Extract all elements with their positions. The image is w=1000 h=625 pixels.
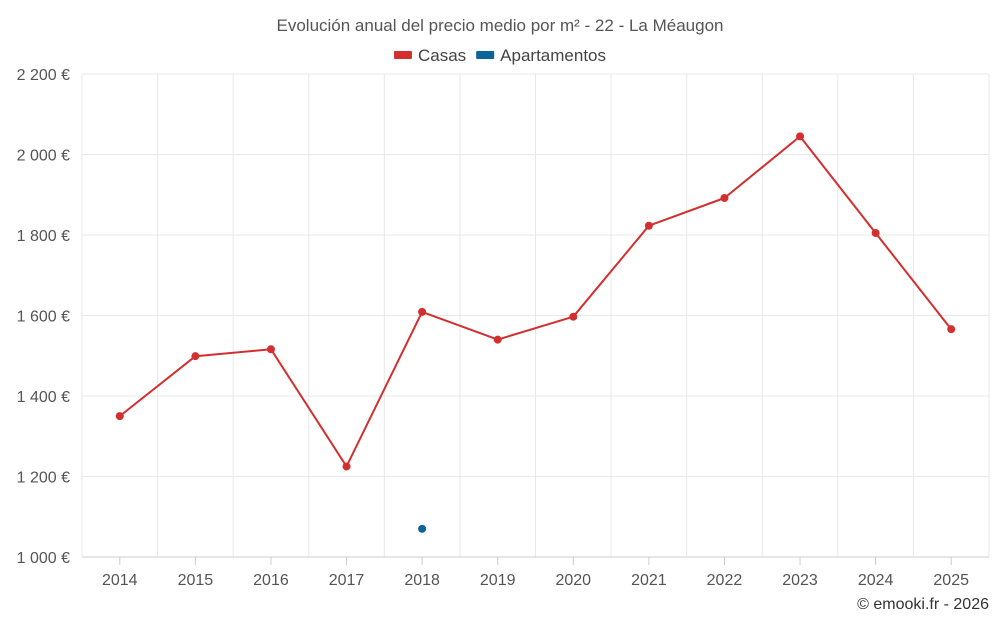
y-tick-label: 2 200 € bbox=[17, 67, 70, 84]
series-line-casas bbox=[119, 135, 952, 468]
legend-item-apartamentos[interactable]: Apartamentos bbox=[476, 46, 606, 65]
legend-label: Apartamentos bbox=[500, 46, 606, 65]
x-tick-label: 2019 bbox=[480, 572, 516, 589]
y-tick-label: 1 000 € bbox=[17, 550, 70, 567]
data-point-casas[interactable] bbox=[115, 412, 124, 421]
data-point-casas[interactable] bbox=[796, 132, 805, 141]
x-tick-label: 2022 bbox=[707, 572, 743, 589]
data-point-casas[interactable] bbox=[871, 228, 880, 237]
y-tick-label: 1 200 € bbox=[17, 470, 70, 487]
data-point-casas[interactable] bbox=[342, 462, 351, 471]
x-tick-label: 2016 bbox=[253, 572, 289, 589]
data-point-casas[interactable] bbox=[266, 345, 275, 354]
data-point-casas[interactable] bbox=[493, 335, 502, 344]
legend-swatch bbox=[393, 51, 412, 59]
data-point-casas[interactable] bbox=[569, 312, 578, 321]
y-tick-label: 2 000 € bbox=[17, 148, 70, 165]
legend-item-casas[interactable]: Casas bbox=[393, 46, 466, 65]
x-tick-label: 2023 bbox=[782, 572, 818, 589]
x-tick-label: 2020 bbox=[555, 572, 591, 589]
legend-swatch bbox=[476, 51, 495, 59]
x-tick-label: 2025 bbox=[933, 572, 969, 589]
data-point-apartamentos[interactable] bbox=[418, 524, 427, 533]
x-tick-label: 2014 bbox=[102, 572, 138, 589]
chart-credit: © emooki.fr - 2026 bbox=[857, 596, 989, 613]
x-tick-label: 2018 bbox=[404, 572, 440, 589]
axes: 1 000 € 1 200 € 1 400 € 1 600 € 1 800 € 2 000… bbox=[17, 67, 989, 589]
y-tick-label: 1 600 € bbox=[17, 309, 70, 326]
data-point-casas[interactable] bbox=[720, 193, 729, 202]
grid bbox=[81, 73, 990, 557]
data-point-casas[interactable] bbox=[418, 307, 427, 316]
series-layer bbox=[115, 132, 956, 533]
data-point-casas[interactable] bbox=[191, 352, 200, 361]
legend-label: Casas bbox=[418, 46, 466, 65]
x-tick-label: 2024 bbox=[858, 572, 894, 589]
legend: Casas Apartamentos bbox=[393, 46, 606, 65]
x-tick-label: 2021 bbox=[631, 572, 667, 589]
data-point-casas[interactable] bbox=[644, 221, 653, 230]
y-tick-label: 1 400 € bbox=[17, 389, 70, 406]
data-point-casas[interactable] bbox=[947, 325, 956, 334]
x-tick-label: 2017 bbox=[329, 572, 365, 589]
chart-title: Evolución anual del precio medio por m² … bbox=[277, 16, 724, 35]
y-tick-label: 1 800 € bbox=[17, 228, 70, 245]
x-tick-label: 2015 bbox=[178, 572, 214, 589]
